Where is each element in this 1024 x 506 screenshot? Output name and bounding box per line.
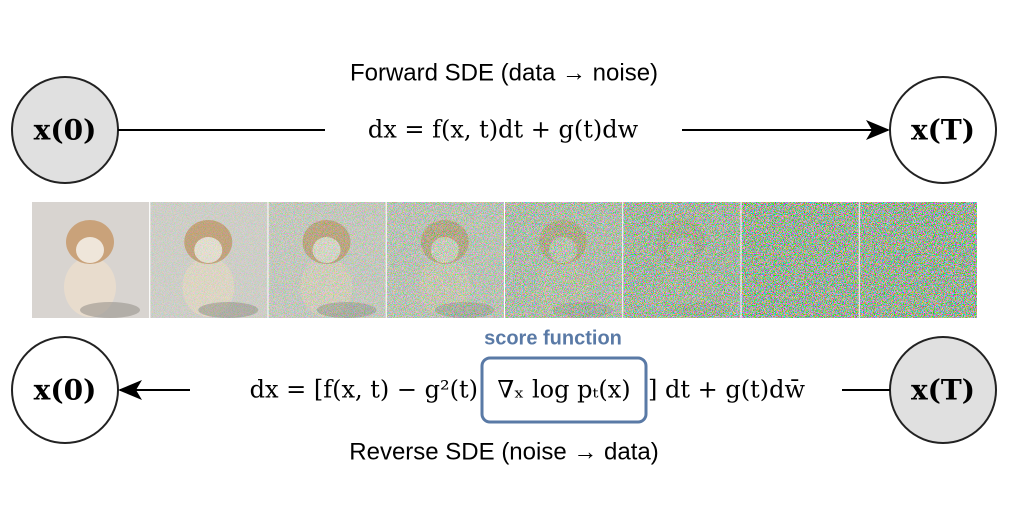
forward-equation: dx = f(x, t)dt + g(t)dw (368, 116, 639, 144)
dog-body (64, 257, 116, 317)
node-label: x(T) (911, 374, 975, 407)
image-panel (505, 202, 623, 318)
node-end (889, 76, 997, 184)
reverse-equation-right: ] dt + g(t)dw̄ (648, 376, 805, 404)
forward-title: Forward SDE (data → noise) (350, 59, 658, 86)
dog-shadow (80, 302, 140, 318)
score-label: score function (484, 327, 622, 349)
score-box (480, 356, 648, 424)
node-label: x(T) (911, 114, 975, 147)
noise (268, 202, 386, 318)
image-panel (386, 202, 504, 318)
noise (505, 202, 623, 318)
score-term: ∇ₓ log pₜ(x) (497, 376, 630, 404)
noise (623, 202, 741, 318)
noise (150, 202, 268, 318)
noise (386, 202, 504, 318)
image-panel (859, 202, 977, 318)
image-panel (623, 202, 741, 318)
image-panel (150, 202, 268, 318)
reverse-equation-left: dx = [f(x, t) − g²(t) (250, 376, 478, 404)
image-panel (32, 202, 150, 318)
node-label: x(0) (34, 114, 97, 147)
node-label: x(0) (34, 374, 97, 407)
noise (741, 202, 859, 318)
dog-face (76, 237, 104, 263)
image-strip (32, 202, 977, 318)
reverse-title: Reverse SDE (noise → data) (349, 438, 658, 465)
image-panel (268, 202, 386, 318)
noise (859, 202, 977, 318)
image-panel (741, 202, 859, 318)
